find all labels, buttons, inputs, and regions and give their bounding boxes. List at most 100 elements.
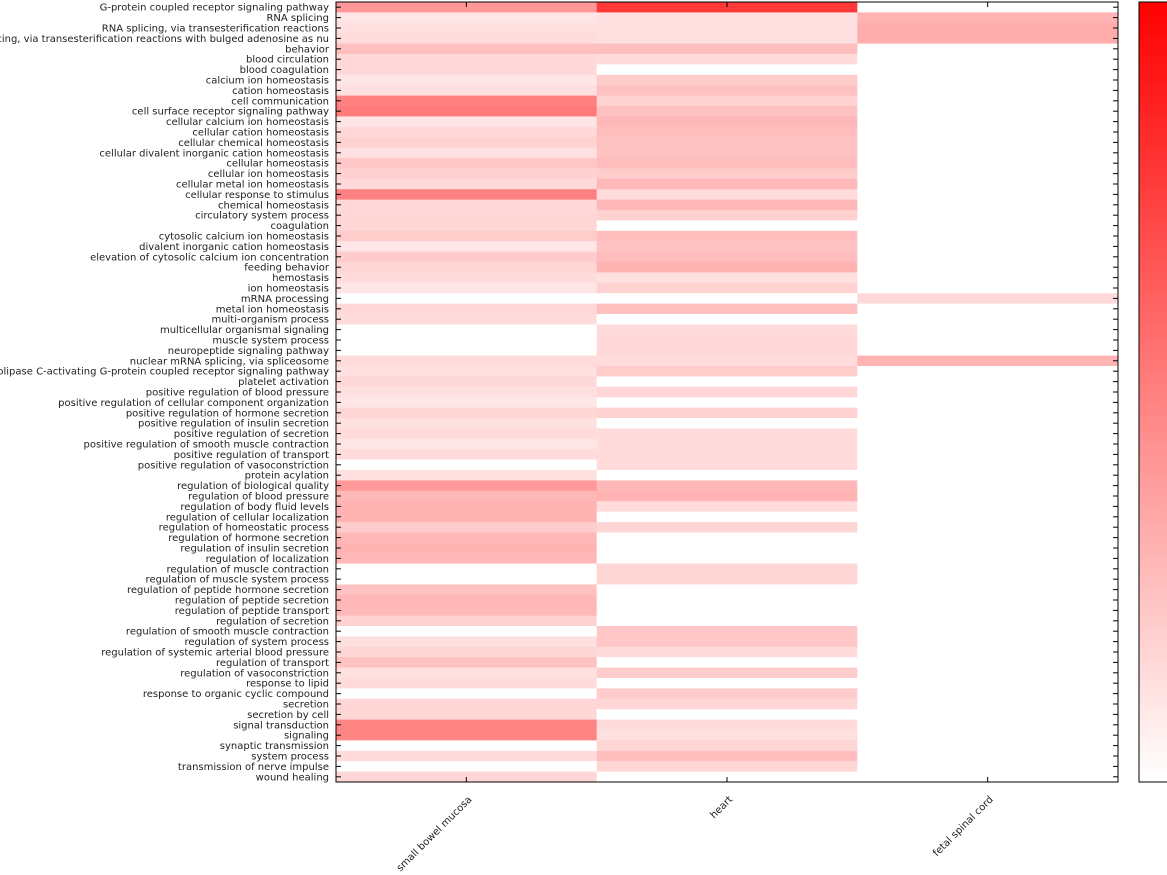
heatmap-cell [336, 553, 598, 564]
row-label: cellular chemical homeostasis [178, 138, 329, 149]
row-label: protein acylation [245, 471, 329, 482]
x-axis-ticks [465, 2, 989, 782]
heatmap-cell [596, 605, 858, 616]
heatmap-cell [336, 750, 598, 762]
heatmap-cell [336, 345, 598, 356]
row-label: secretion [283, 700, 329, 711]
heatmap-cell [336, 386, 598, 398]
row-label: wound healing [256, 772, 329, 783]
heatmap-cell [336, 646, 598, 658]
heatmap-cell [336, 158, 598, 169]
row-label: neuropeptide signaling pathway [168, 346, 329, 357]
heatmap-cell [596, 230, 858, 242]
row-label: regulation of system process [184, 637, 329, 648]
heatmap-cell [336, 272, 598, 284]
heatmap-cell [336, 355, 598, 367]
row-label: regulation of cellular localization [166, 512, 329, 523]
heatmap-cell [857, 740, 1119, 752]
row-label: RNA splicing [266, 13, 329, 24]
heatmap-cell [857, 449, 1119, 460]
heatmap-cell [857, 615, 1119, 627]
row-label: regulation of peptide secretion [175, 596, 329, 607]
heatmap-cell [336, 220, 598, 232]
heatmap-cell [336, 282, 598, 294]
heatmap-cell [857, 730, 1119, 741]
heatmap-cell [596, 740, 858, 752]
row-label: cellular metal ion homeostasis [176, 180, 329, 191]
heatmap-cell [857, 168, 1119, 180]
heatmap-cell [596, 324, 858, 336]
column-label: fetal spinal cord [931, 794, 996, 859]
heatmap-cell [596, 43, 858, 55]
colorbar [1138, 1, 1167, 783]
row-label: behavior [285, 44, 330, 55]
heatmap-cell [857, 750, 1119, 762]
row-label: phospholipase C-activating G-protein cou… [0, 367, 329, 378]
heatmap-cell [596, 251, 858, 263]
column-label: small bowel mucosa [395, 794, 475, 874]
heatmap-cell [857, 210, 1119, 221]
heatmap-cell [857, 418, 1119, 429]
heatmap-cell [336, 501, 598, 512]
heatmap-cell [336, 64, 598, 76]
row-label: regulation of hormone secretion [168, 533, 329, 544]
heatmap-cell [596, 761, 858, 772]
heatmap-cell [336, 251, 598, 263]
heatmap-cell [336, 428, 598, 440]
row-label: multi-organism process [211, 315, 329, 326]
heatmap-cell [596, 522, 858, 533]
heatmap-cell [857, 314, 1119, 325]
heatmap-cell [857, 178, 1119, 190]
row-label: cellular calcium ion homeostasis [166, 117, 329, 128]
x-axis-tick-labels: small bowel mucosa heart fetal spinal cord [395, 794, 996, 874]
row-label: positive regulation of blood pressure [146, 388, 329, 399]
row-label: regulation of muscle contraction [167, 564, 329, 575]
heatmap-cell [857, 95, 1119, 107]
row-label: cellular cation homeostasis [192, 128, 329, 139]
heatmap-cell [336, 199, 598, 211]
row-label: cell surface receptor signaling pathway [132, 107, 329, 118]
row-label: transmission of nerve impulse [178, 762, 329, 773]
heatmap-cell [596, 137, 858, 148]
heatmap-cell [336, 418, 598, 429]
heatmap-cell [857, 501, 1119, 512]
heatmap-cell [336, 314, 598, 325]
heatmap-cell [336, 459, 598, 471]
heatmap-cell [596, 490, 858, 502]
row-label: regulation of body fluid levels [180, 502, 329, 513]
row-label: coagulation [271, 221, 330, 232]
row-label: circulatory system process [195, 211, 329, 222]
row-label: elevation of cytosolic calcium ion conce… [90, 252, 329, 263]
heatmap-cell [336, 574, 598, 585]
row-label: regulation of systemic arterial blood pr… [101, 648, 329, 659]
heatmap-cell [596, 262, 858, 273]
heatmap-cell [596, 345, 858, 356]
heatmap-cell [596, 106, 858, 117]
row-label: cellular divalent inorganic cation homeo… [99, 148, 329, 159]
heatmap-cell [596, 646, 858, 658]
heatmap-cell [857, 626, 1119, 637]
heatmap-cell [336, 230, 598, 242]
row-label: regulation of peptide transport [175, 606, 329, 617]
heatmap-cell [596, 449, 858, 460]
heatmap-cell [857, 282, 1119, 294]
heatmap-cell [336, 626, 598, 637]
row-label: feeding behavior [244, 263, 330, 274]
heatmap-cell [336, 43, 598, 55]
heatmap-cells [336, 2, 1119, 783]
row-label: cellular ion homeostasis [208, 169, 329, 180]
row-label: regulation of biological quality [177, 481, 329, 492]
heatmap-cell [336, 147, 598, 159]
heatmap-cell [857, 74, 1119, 86]
heatmap-cell [336, 407, 598, 419]
heatmap-cell [596, 418, 858, 429]
heatmap-cell [336, 688, 598, 700]
heatmap-cell [336, 126, 598, 138]
row-label: multicellular organismal signaling [160, 325, 329, 336]
heatmap-cell [336, 667, 598, 679]
heatmap-cell [596, 594, 858, 606]
heatmap-cell [596, 189, 858, 200]
row-label: G-protein coupled receptor signaling pat… [100, 3, 329, 14]
heatmap-cell [336, 241, 598, 252]
row-label: response to organic cyclic compound [143, 689, 329, 700]
